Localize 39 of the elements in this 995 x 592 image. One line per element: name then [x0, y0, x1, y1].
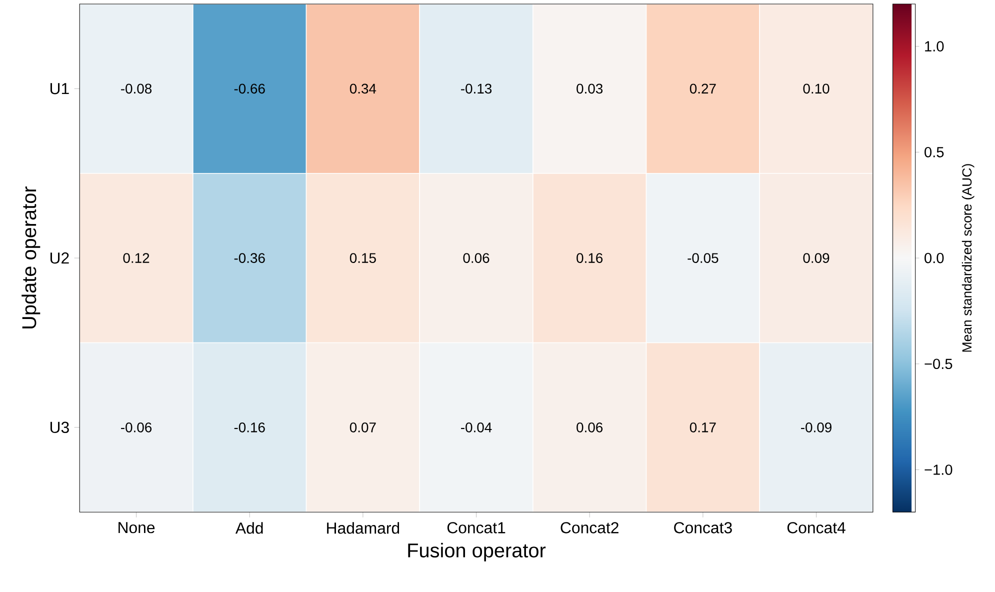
- x-tick-label: Concat3: [674, 522, 732, 534]
- x-axis-title: Fusion operator: [408, 543, 546, 562]
- data-label: 0.10: [803, 84, 830, 94]
- data-label: -0.36: [234, 253, 265, 264]
- data-label: 0.17: [690, 422, 716, 432]
- color-bar-label: 1.0: [925, 41, 944, 52]
- data-label: 0.09: [803, 253, 830, 264]
- color-bar-label: −0.5: [924, 358, 952, 370]
- x-tick-label: None: [118, 522, 155, 534]
- data-label: 0.34: [350, 84, 376, 94]
- data-label: 0.27: [690, 84, 716, 94]
- y-axis-title: Update operator: [22, 186, 40, 329]
- y-tick-label: U3: [50, 422, 69, 434]
- data-label: 0.03: [576, 84, 603, 94]
- data-label: 0.07: [350, 422, 376, 432]
- x-tick-label: Concat4: [787, 522, 846, 534]
- data-label: 0.15: [350, 253, 376, 264]
- color-bar-label: −1.0: [924, 464, 952, 476]
- data-label: 0.16: [576, 253, 603, 264]
- color-bar-label: 0.5: [924, 147, 944, 158]
- data-label: 0.06: [463, 253, 490, 264]
- y-tick-label: U1: [50, 83, 69, 94]
- data-label: -0.08: [121, 84, 152, 94]
- x-tick-label: Add: [235, 522, 263, 534]
- x-tick-label: Concat1: [447, 522, 506, 534]
- color-bar-title: Mean standardized score (AUC): [962, 164, 974, 352]
- data-label: -0.13: [461, 84, 492, 94]
- y-tick-label: U2: [50, 252, 69, 264]
- x-tick-label: Concat2: [560, 522, 618, 534]
- data-label: -0.05: [688, 253, 718, 264]
- data-label: 0.06: [576, 422, 603, 432]
- data-label: -0.66: [234, 84, 265, 94]
- data-label: -0.09: [801, 422, 832, 432]
- data-label: -0.06: [121, 422, 152, 432]
- x-tick-label: Hadamard: [327, 522, 400, 534]
- data-label: -0.16: [234, 422, 265, 432]
- color-bar-label: 0.0: [924, 253, 944, 264]
- data-label: 0.12: [123, 253, 150, 264]
- data-label: -0.04: [461, 422, 492, 432]
